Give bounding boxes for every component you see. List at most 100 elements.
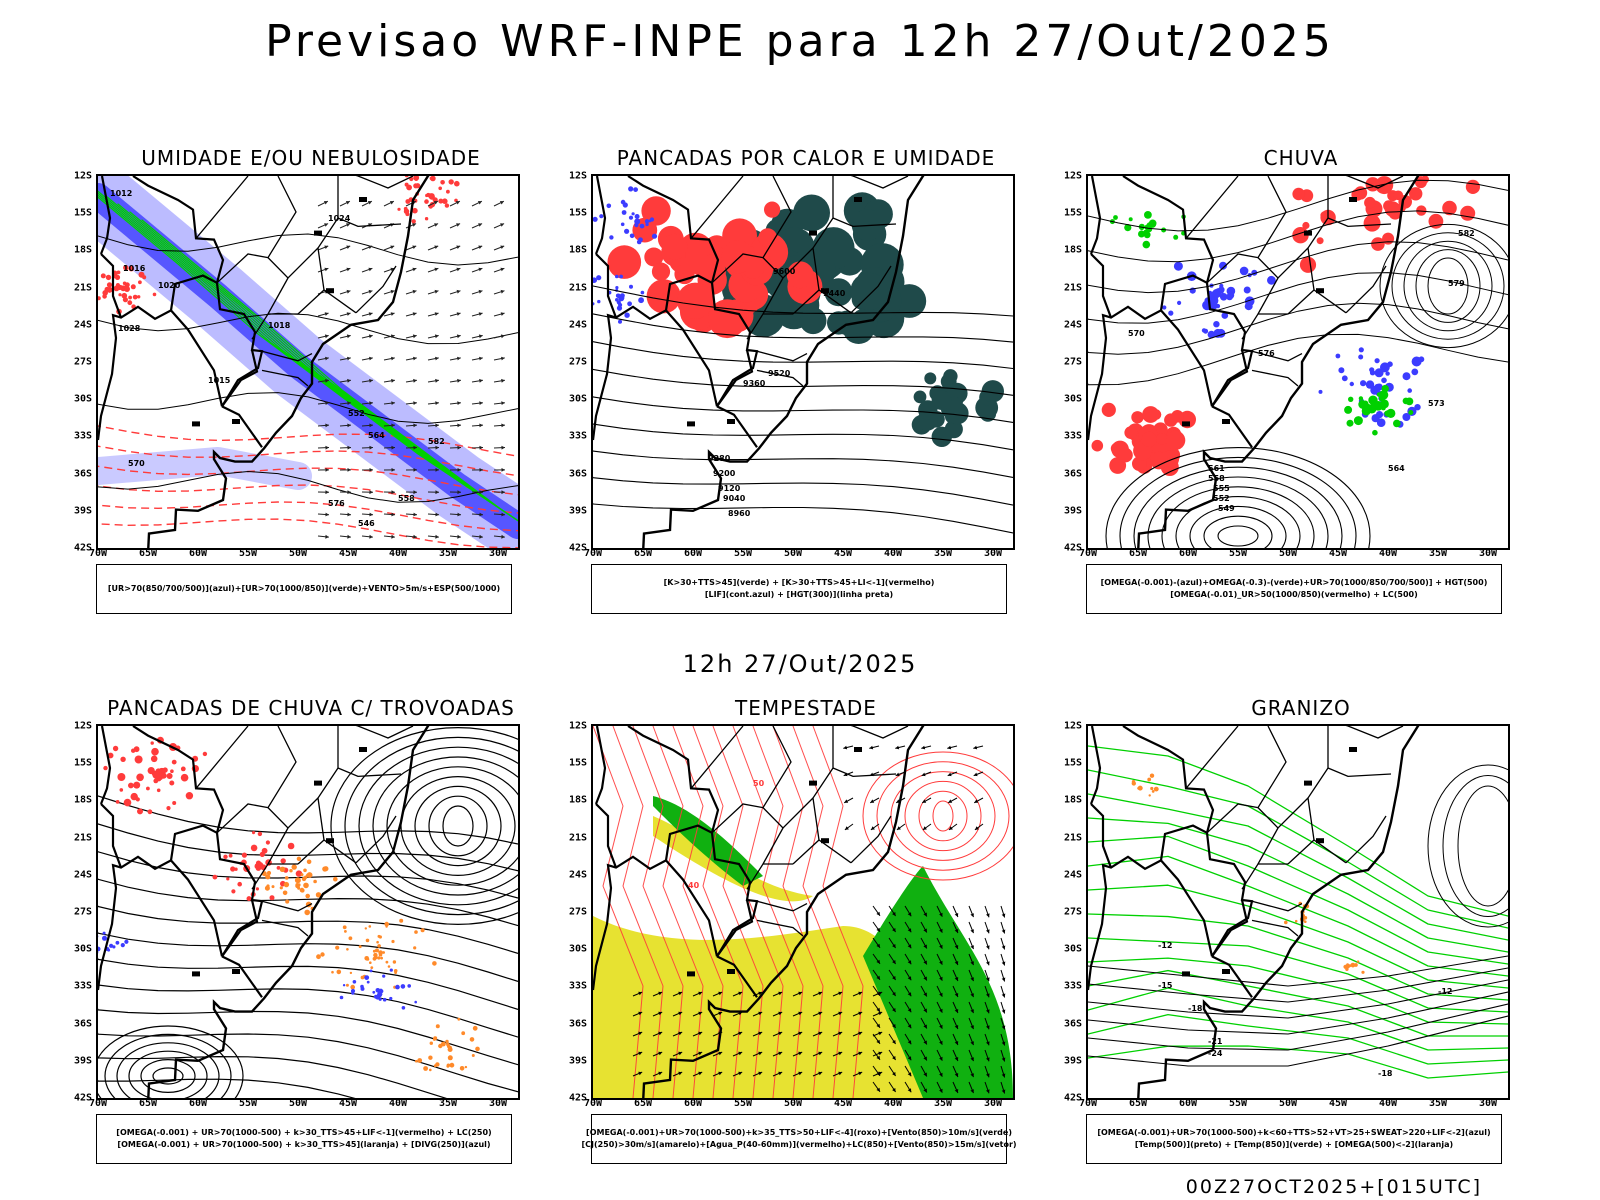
contour-label: 570	[1128, 329, 1145, 338]
lifted-index-contour	[638, 237, 643, 243]
thunderstorm-cell	[133, 746, 140, 753]
red-cloud-cell	[424, 217, 429, 221]
rain-area-blue	[1380, 362, 1390, 373]
wind-arrowhead	[878, 1031, 883, 1036]
shower-cell	[392, 960, 397, 964]
shower-cell	[372, 949, 376, 953]
streamlines	[330, 727, 518, 925]
latitude-tick-label: 15S	[73, 757, 92, 769]
rain-area-green	[1144, 211, 1152, 219]
omega-cell	[1345, 964, 1350, 969]
wind-arrowhead	[954, 961, 959, 965]
thunderstorm-cell	[162, 767, 168, 773]
water-contour	[752, 726, 804, 1098]
wind-arrowhead	[954, 945, 959, 949]
wind-arrowhead	[390, 289, 395, 294]
shower-cell	[295, 883, 300, 889]
country-border	[1211, 899, 1249, 958]
rain-area-blue	[1221, 312, 1229, 319]
wind-arrowhead	[456, 223, 461, 227]
wind-arrowhead	[658, 1011, 663, 1016]
state-border	[1257, 176, 1309, 279]
thunderstorm-cell	[185, 792, 194, 800]
rain-area-blue	[1407, 388, 1412, 393]
shower-cell	[446, 1042, 450, 1047]
shower-cell	[414, 930, 418, 934]
contour-label: 9280	[708, 454, 731, 463]
contour-label: 558	[1208, 474, 1225, 483]
wind-arrowhead	[986, 929, 990, 934]
wind-arrowhead	[878, 991, 883, 996]
wind-arrowhead	[922, 826, 927, 830]
water-contour	[672, 726, 724, 1098]
wind-arrowhead	[698, 1071, 703, 1076]
temp850-line	[1088, 913, 1508, 1001]
wind-arrowhead	[638, 1031, 643, 1036]
shower-cell	[303, 868, 307, 873]
lake-marker	[232, 419, 240, 424]
contour-label: -15	[1158, 981, 1173, 990]
shower-cell	[377, 944, 381, 948]
longitude-tick-label: 35W	[933, 1098, 953, 1109]
wind-arrowhead	[455, 201, 460, 205]
country-border	[1159, 824, 1214, 957]
wind-arrowhead	[954, 977, 959, 981]
map-trovoadas[interactable]	[96, 724, 520, 1100]
map-umidade[interactable]: 1012 1016 1020 1024 1028 1018 1015 564 570 576 582…	[96, 174, 520, 550]
contour-label: 9120	[718, 484, 741, 493]
lifted-index-contour	[629, 284, 633, 289]
wind-arrowhead	[325, 468, 329, 472]
longitude-tick-label: 35W	[438, 548, 458, 559]
instability-area	[913, 390, 927, 404]
contour-line	[593, 423, 1013, 451]
shower-cell	[333, 876, 338, 882]
rain-area-red	[1363, 214, 1381, 232]
map-pancadas-calor[interactable]: 9600 9520 9440 9360 9280 9200 9120 9040 8960	[591, 174, 1015, 550]
thunderstorm-cell	[112, 745, 119, 752]
shower-cell	[384, 921, 390, 927]
shower-cell	[459, 1066, 465, 1071]
wind-arrowhead	[390, 334, 395, 339]
contour-line	[593, 341, 1013, 370]
map-tempestade[interactable]: 40 50	[591, 724, 1015, 1100]
omega-cell	[1148, 794, 1151, 797]
wind-arrowhead	[345, 201, 350, 205]
latitude-tick-label: 27S	[568, 356, 587, 368]
rain-area-red	[1384, 201, 1401, 217]
longitude-axis: 70W 65W 60W 55W 50W 45W 40W 35W 30W	[1079, 1098, 1510, 1112]
country-border	[1122, 176, 1254, 407]
map-granizo[interactable]: -12 -15 -18 -21 -24 -18 -12	[1086, 724, 1510, 1100]
latitude-tick-label: 12S	[1063, 170, 1082, 182]
contour-labels: 40 50	[688, 779, 765, 890]
rain-area-blue	[1212, 288, 1222, 298]
lifted-index-contour	[620, 199, 626, 205]
contour-line	[1147, 476, 1329, 548]
wind-arrowhead	[368, 312, 373, 316]
temp850-line	[1088, 817, 1508, 953]
shower-cell	[344, 930, 347, 933]
rain-area-red	[1316, 237, 1324, 245]
green-contour	[117, 203, 518, 522]
longitude-tick-label: 40W	[1378, 548, 1398, 559]
divergence-cell	[364, 975, 370, 980]
wind-arrowhead	[346, 267, 351, 272]
contour-label: 1028	[118, 324, 141, 333]
wind-arrowhead	[368, 334, 373, 339]
contour-label: 576	[1258, 349, 1275, 358]
rain-area-red	[1409, 187, 1423, 201]
wind-arrowhead	[456, 289, 461, 294]
map-chuva[interactable]: 582579576573570567564561558555552549	[1086, 174, 1510, 550]
wind-arrowhead	[347, 401, 351, 405]
latitude-tick-label: 33S	[73, 980, 92, 992]
thunderstorm-cell	[123, 798, 132, 807]
rain-area-blue	[1243, 286, 1251, 294]
lifted-index-contour	[634, 214, 640, 219]
wind-arrowhead	[391, 401, 395, 405]
rain-area-green	[1344, 405, 1353, 414]
wind-arrowhead	[324, 334, 329, 339]
wind-arrowhead	[738, 991, 743, 996]
divergence-cell	[102, 931, 106, 935]
wind-arrowhead	[413, 401, 417, 405]
red-cloud-cell	[442, 198, 448, 204]
rain-area-green	[1113, 215, 1118, 220]
